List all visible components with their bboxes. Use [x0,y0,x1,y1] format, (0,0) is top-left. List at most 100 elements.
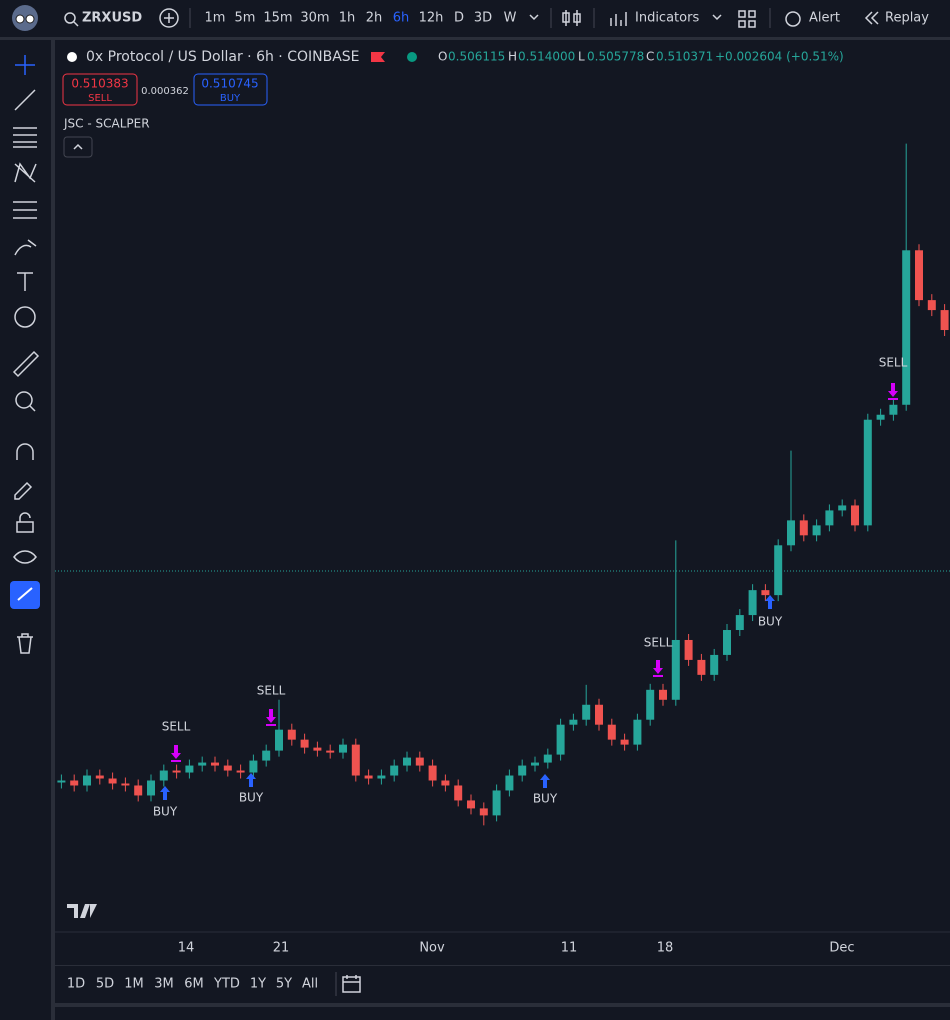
interval-button[interactable]: 6h [393,11,410,26]
magnet-tool[interactable] [16,443,34,460]
candle-body [697,659,706,675]
alert-icon [785,11,801,27]
spread: 0.000362 [141,86,189,97]
indicator-name[interactable]: JSC - SCALPER [63,117,150,131]
ohlc-label: C [646,50,654,64]
candle-body [364,775,373,779]
interval-button[interactable]: D [454,11,464,26]
range-button[interactable]: All [302,977,318,992]
sync-tool-icon [17,587,33,601]
avatar-eye [25,14,35,24]
projection-tool[interactable] [13,201,37,219]
ohlc-value: 0.510371 [656,50,713,64]
symbol[interactable]: ZRXUSD [82,11,142,26]
candle-body [236,770,245,773]
candle-body [377,775,386,779]
candle-body [774,545,783,596]
x-axis-label: Nov [419,941,445,956]
range-button[interactable]: 1Y [250,977,266,992]
sell-arrow [171,745,181,759]
ohlc-label: L [578,50,585,64]
interval-button[interactable]: 30m [300,11,329,26]
emoji-tool[interactable] [14,306,36,328]
candle-body [441,780,450,786]
candle-body [70,780,79,786]
ohlc-label: O [438,50,447,64]
interval-button[interactable]: 15m [263,11,292,26]
sell-signal-label: SELL [879,356,908,370]
text-tool[interactable] [17,272,33,291]
candle-body [889,404,898,415]
candle-body [313,747,322,751]
buy-label: BUY [220,93,241,104]
add-symbol-icon [164,13,174,23]
pattern-tool[interactable] [14,162,37,183]
buy-button[interactable] [193,73,268,106]
candle-body [428,765,437,781]
lock-draw-tool[interactable] [14,481,33,500]
collapse-icon [73,143,83,150]
interval-button[interactable]: 2h [366,11,383,26]
candle-body [159,770,168,781]
hide-tool[interactable] [13,550,37,564]
crosshair-tool[interactable] [15,55,35,75]
trend-line-tool[interactable] [14,89,36,111]
replay-button[interactable]: Replay [885,11,929,26]
candle-body [415,757,424,766]
range-button[interactable]: 5D [96,977,114,992]
flag[interactable] [371,52,385,62]
lock-tool[interactable] [16,512,34,533]
candle-body [505,775,514,791]
bottom-bar [55,966,950,1003]
interval-button[interactable]: W [504,11,517,26]
candle-body [467,800,475,809]
range-button[interactable]: 3M [154,977,174,992]
interval-button[interactable]: 1h [339,11,356,26]
sell-button[interactable] [62,73,138,106]
avatar[interactable] [12,5,38,31]
fib-tool[interactable] [13,127,37,148]
range-button[interactable]: 1D [67,977,85,992]
symbol-logo [67,52,77,62]
range-button[interactable]: 5Y [276,977,292,992]
interval-button[interactable]: 3D [474,11,492,26]
buy-price: 0.510745 [201,77,258,91]
range-button[interactable]: 6M [184,977,204,992]
chart-type-icon[interactable] [562,10,581,26]
chart-area [55,40,950,965]
market-status [407,52,417,62]
range-button[interactable]: 1M [124,977,144,992]
interval-button[interactable]: 5m [235,11,256,26]
x-axis-label: 21 [273,941,290,956]
candle-body [403,757,411,766]
candle-body [556,724,565,755]
trash-tool[interactable] [17,633,33,654]
candle-body [876,414,885,420]
x-axis-label: Dec [829,941,854,956]
change: +0.002604 (+0.51%) [715,50,844,64]
add-symbol[interactable] [159,8,179,28]
x-axis-label: 18 [657,941,674,956]
interval-button[interactable]: 1m [205,11,226,26]
ohlc-value: 0.514000 [518,50,575,64]
range-button[interactable]: YTD [213,977,240,992]
sell-price: 0.510383 [71,77,128,91]
x-axis-label: 14 [178,941,195,956]
zoom-tool[interactable] [15,391,33,409]
sell-arrow [266,709,276,723]
goto-date[interactable] [342,975,361,993]
indicators-button[interactable]: Indicators [635,11,699,26]
brush-tool[interactable] [14,239,37,256]
dropdown[interactable] [529,14,539,21]
alert-button[interactable]: Alert [809,11,840,26]
candle-body [748,590,757,616]
candle-body [147,780,155,796]
collapse-button[interactable] [63,136,93,158]
candle-body [262,750,271,761]
measure-tool[interactable] [12,350,40,378]
layouts-icon[interactable] [738,10,756,28]
interval-button[interactable]: 12h [419,11,444,26]
ohlc-value: 0.506115 [448,50,505,64]
sell-label: SELL [88,93,112,104]
dropdown[interactable] [712,14,722,21]
